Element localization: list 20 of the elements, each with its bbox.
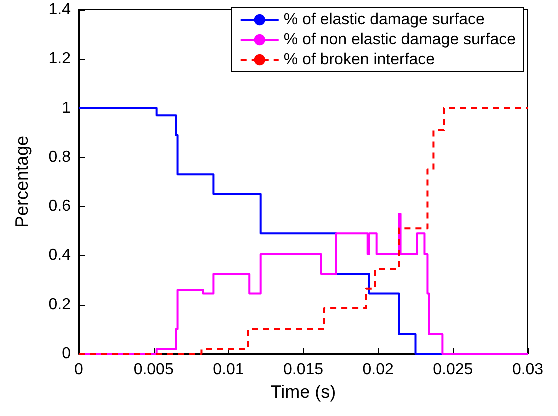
y-tick-label: 0.2 (48, 296, 72, 314)
legend-label: % of elastic damage surface (284, 12, 485, 28)
x-tick-label: 0 (74, 362, 84, 378)
y-tick-label: 0.6 (48, 198, 72, 216)
y-tick-label: 0 (62, 346, 72, 362)
y-tick-label: 0.8 (48, 148, 72, 166)
x-tick-label: 0.025 (433, 362, 474, 378)
y-axis-title: Percentage (12, 136, 32, 228)
y-tick-label: 1.4 (48, 2, 72, 18)
x-tick-label: 0.03 (512, 362, 544, 378)
legend-label: % of broken interface (284, 52, 436, 68)
y-tick-label: 1.2 (48, 50, 72, 68)
y-tick-label: 0.4 (48, 247, 72, 264)
y-tick-label: 1 (62, 100, 72, 117)
x-tick-label: 0.02 (362, 362, 394, 378)
x-tick-label: 0.015 (283, 362, 324, 378)
legend-label: % of non elastic damage surface (284, 32, 516, 48)
x-axis-title: Time (s) (270, 382, 336, 402)
x-tick-label: 0.005 (134, 362, 174, 378)
x-tick-label: 0.01 (213, 362, 244, 378)
